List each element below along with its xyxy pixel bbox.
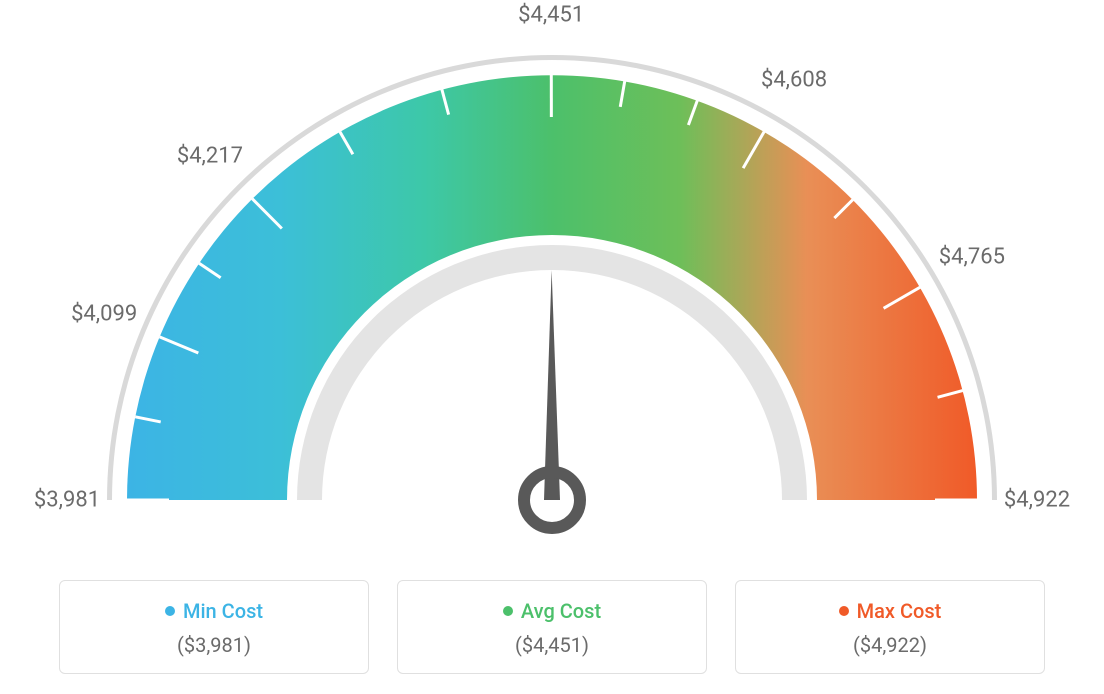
gauge-tick-label: $4,765 (939, 245, 1005, 270)
gauge-tick-label: $4,608 (761, 67, 827, 92)
legend-card-avg-cost: Avg Cost ($4,451) (397, 580, 707, 674)
gauge-needle (544, 270, 560, 500)
legend-value: ($4,922) (746, 633, 1034, 657)
legend-title-text: Max Cost (857, 599, 942, 623)
gauge-tick-label: $4,451 (518, 3, 584, 28)
legend-value: ($3,981) (70, 633, 358, 657)
legend-title: Avg Cost (503, 599, 601, 623)
gauge-tick-label: $4,217 (177, 144, 243, 169)
gauge-tick-label: $4,099 (71, 301, 137, 326)
legend-title: Max Cost (839, 599, 942, 623)
legend-title: Min Cost (165, 599, 263, 623)
legend-dot-icon (165, 606, 175, 616)
legend-title-text: Avg Cost (521, 599, 601, 623)
legend-title-text: Min Cost (183, 599, 263, 623)
legend-row: Min Cost ($3,981) Avg Cost ($4,451) Max Cost… (20, 580, 1084, 674)
legend-value: ($4,451) (408, 633, 696, 657)
gauge-tick-label: $4,922 (1004, 488, 1070, 513)
legend-dot-icon (503, 606, 513, 616)
legend-card-min-cost: Min Cost ($3,981) (59, 580, 369, 674)
gauge-tick-label: $3,981 (34, 488, 100, 513)
gauge-svg (22, 20, 1082, 540)
legend-dot-icon (839, 606, 849, 616)
cost-gauge-chart: $3,981$4,099$4,217$4,451$4,608$4,765$4,9… (22, 20, 1082, 540)
legend-card-max-cost: Max Cost ($4,922) (735, 580, 1045, 674)
